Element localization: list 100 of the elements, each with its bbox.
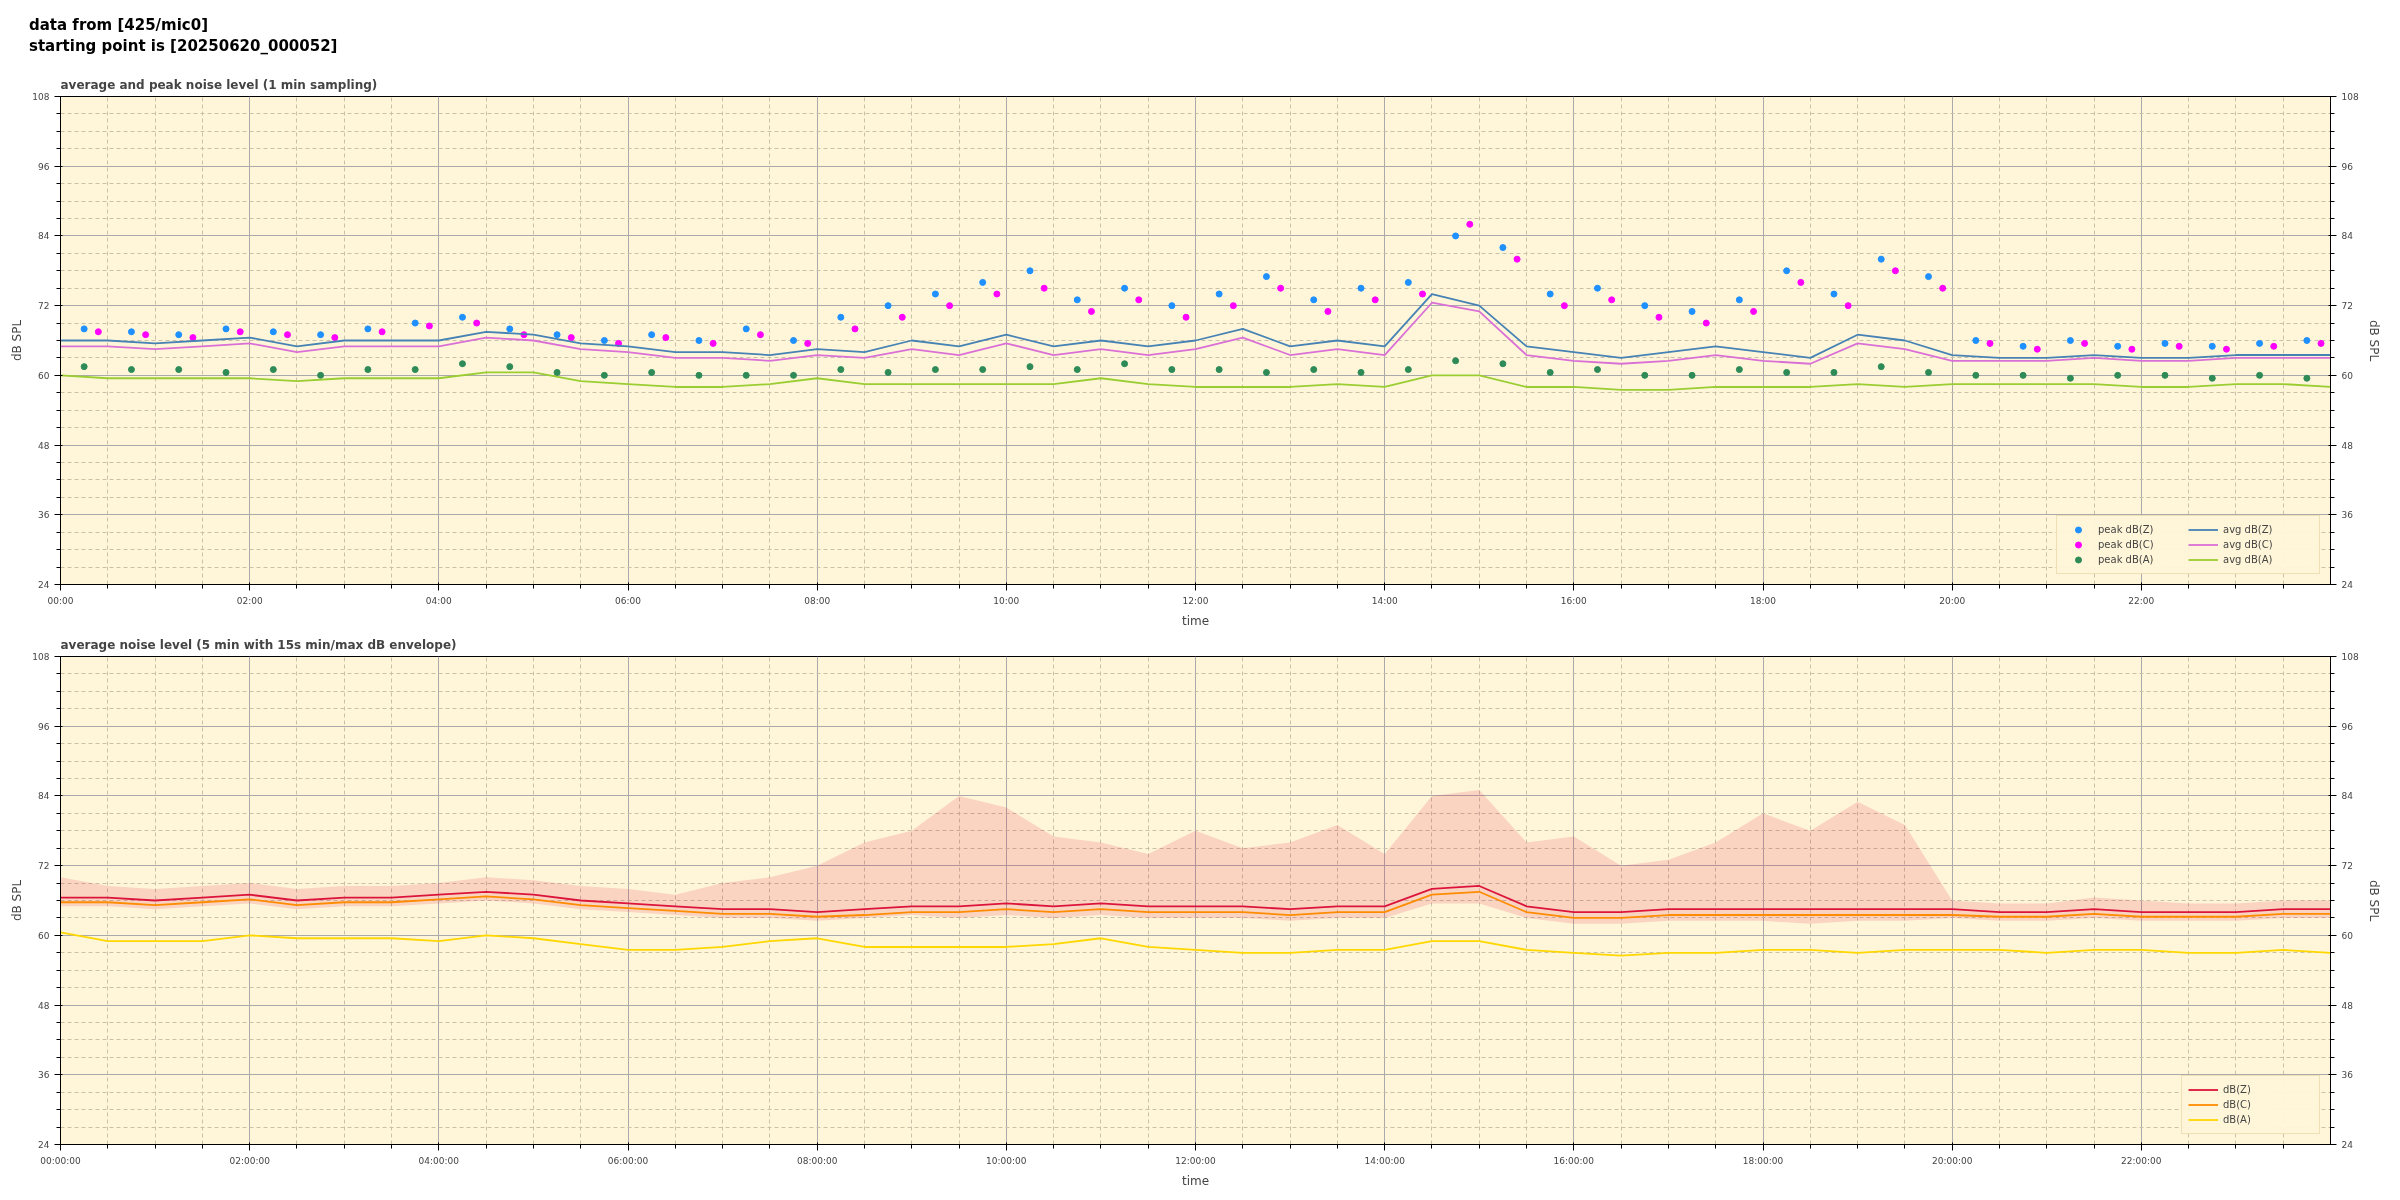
point [222,325,230,333]
point [1939,284,1947,292]
point [1310,366,1318,374]
y-tick-label: 72 [38,861,50,872]
point [1608,296,1616,304]
point [1546,368,1554,376]
point [1844,302,1852,310]
point [790,371,798,379]
point [898,313,906,321]
x-tick-label: 08:00:00 [796,1155,838,1166]
point [1215,366,1223,374]
point [790,337,798,344]
point [1277,284,1285,292]
y-tick-label: 48 [38,440,50,451]
point [506,325,514,333]
point [175,331,183,339]
point [2128,345,2136,353]
legend-label: dB(C) [2223,1098,2252,1112]
point [1229,302,1237,310]
point [648,331,656,339]
y2-tick-label: 36 [2341,510,2354,521]
x-tick-label: 18:00 [1750,595,1777,606]
point [756,331,764,339]
legend-label: dB(Z) [2223,1083,2252,1097]
point [1797,278,1805,286]
x-tick-label: 00:00 [47,595,74,606]
point [553,331,561,339]
point [837,366,845,374]
point [2114,342,2122,350]
y-tick-label: 36 [38,1070,50,1081]
y2-tick-label: 24 [2341,580,2354,590]
point [1419,290,1426,298]
point [2033,345,2041,353]
x-tick-label: 06:00:00 [607,1155,649,1166]
point [804,339,812,347]
point [2066,374,2074,382]
point [1168,366,1176,374]
x-axis-title: time [1181,613,1210,628]
y-tick-label: 72 [38,301,50,312]
y-tick-label: 96 [38,161,50,172]
point [94,328,102,336]
point [458,313,466,321]
point [1371,296,1379,304]
x-tick-label: 06:00 [615,595,642,606]
x-tick-label: 22:00:00 [2121,1155,2162,1166]
point [1783,267,1791,275]
x-tick-label: 10:00 [993,595,1020,606]
point [662,334,670,342]
point [127,366,135,374]
point [1215,290,1223,298]
y-tick-label: 60 [38,370,50,381]
point [269,366,277,374]
chart-title: average and peak noise level (1 min sampling) [60,77,378,92]
x-tick-label: 12:00:00 [1175,1155,1216,1166]
point [931,290,939,298]
point [2270,342,2278,350]
y2-tick-label: 72 [2341,301,2353,312]
legend-label: avg dB(C) [2223,538,2274,552]
point [331,334,339,342]
point [364,366,372,374]
y-tick-label: 84 [38,231,50,242]
y2-tick-label: 24 [2341,1140,2354,1150]
y2-tick-label: 36 [2341,1070,2354,1081]
line-series [60,885,2331,914]
point [378,328,386,336]
point [1986,339,1994,347]
point [1040,284,1048,292]
point [1702,319,1710,327]
y-tick-label: 96 [38,721,50,732]
point [1688,371,1696,379]
point [2161,371,2169,379]
legend-label: peak dB(A) [2098,553,2155,567]
point [222,368,230,376]
point [1452,232,1460,240]
point [1641,302,1649,310]
point [742,325,750,333]
point [1641,371,1649,379]
point [1121,360,1129,368]
y-axis-title: dB SPL [10,319,25,362]
line-series [60,931,2331,957]
x-tick-label: 20:00 [1939,595,1966,606]
point [1499,360,1507,368]
y-tick-label: 24 [38,1140,50,1150]
point [1546,290,1554,298]
x-tick-label: 14:00 [1371,595,1398,606]
x-tick-label: 20:00:00 [1931,1155,1973,1166]
y2-tick-label: 108 [2341,652,2359,662]
point [1121,284,1129,292]
point [1262,368,1270,376]
point [1750,307,1758,315]
point [269,328,277,336]
point [1925,273,1933,281]
point [411,319,419,327]
point [1026,363,1034,371]
y2-tick-label: 72 [2341,861,2353,872]
y-tick-label: 48 [38,1000,50,1011]
point [2303,374,2311,382]
point [1357,368,1365,376]
y2-tick-label: 108 [2341,92,2359,102]
point [553,368,561,376]
